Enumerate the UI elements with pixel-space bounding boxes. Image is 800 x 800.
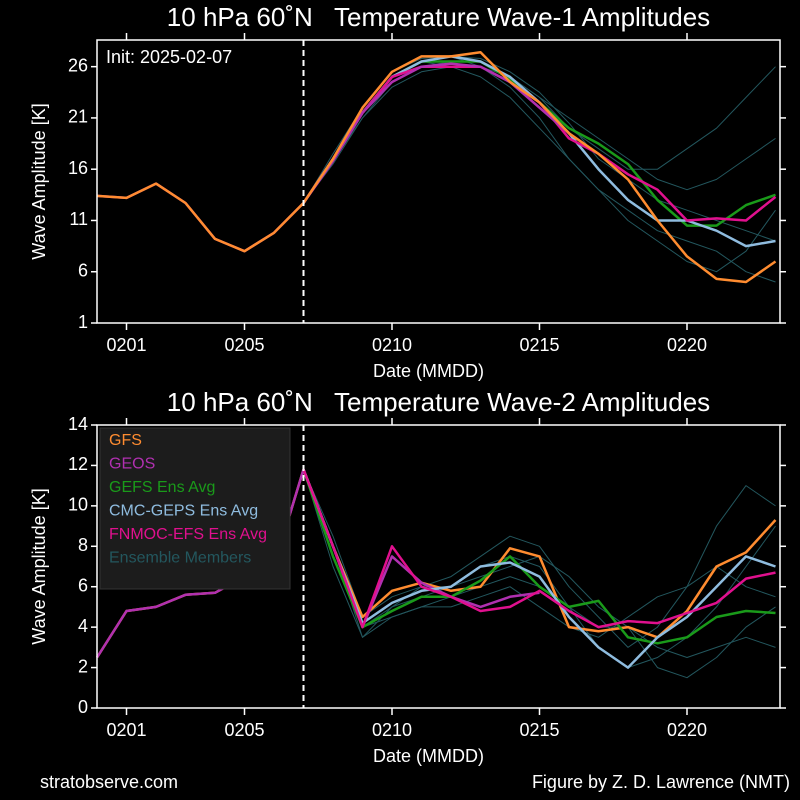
ensemble-line <box>303 469 776 638</box>
legend-entry: GEFS Ens Avg <box>109 479 215 496</box>
x-tick-label: 0210 <box>372 720 412 740</box>
y-tick-label: 26 <box>68 55 88 75</box>
y-tick-label: 12 <box>68 454 88 474</box>
y-axis-label: Wave Amplitude [K] <box>29 488 49 644</box>
y-tick-label: 0 <box>78 697 88 717</box>
x-axis-label: Date (MMDD) <box>373 361 484 381</box>
x-tick-label: 0215 <box>519 720 559 740</box>
y-tick-label: 10 <box>68 495 88 515</box>
legend-entry: CMC-GEPS Ens Avg <box>109 503 258 520</box>
init-annotation: Init: 2025-02-07 <box>106 47 232 67</box>
series-line <box>302 469 776 669</box>
x-tick-label: 0201 <box>106 720 146 740</box>
legend-entry: Ensemble Members <box>109 550 251 567</box>
plot-frame <box>96 39 781 324</box>
y-tick-label: 11 <box>69 209 88 229</box>
x-tick-label: 0215 <box>519 335 559 355</box>
x-axis-label: Date (MMDD) <box>373 746 484 766</box>
footer-right: Figure by Z. D. Lawrence (NMT) <box>532 772 790 792</box>
x-tick-label: 0220 <box>667 335 707 355</box>
y-tick-label: 2 <box>78 656 88 676</box>
y-tick-label: 16 <box>68 158 88 178</box>
y-tick-label: 6 <box>78 575 88 595</box>
y-tick-label: 8 <box>78 535 88 555</box>
series-line <box>302 469 776 645</box>
footer-left: stratobserve.com <box>40 772 178 792</box>
legend-entry: GFS <box>109 432 142 449</box>
chart-title: 10 hPa 60˚N Temperature Wave-1 Amplitude… <box>167 2 710 32</box>
legend-box <box>99 427 291 590</box>
ensemble-line <box>303 469 776 648</box>
series-line <box>302 469 776 629</box>
x-tick-label: 0205 <box>224 335 264 355</box>
y-tick-label: 14 <box>68 414 88 434</box>
legend-entry: GEOS <box>109 456 155 473</box>
legend-entry: FNMOC-EFS Ens Avg <box>109 526 267 543</box>
plot-frame <box>96 424 781 709</box>
y-tick-label: 21 <box>68 107 88 127</box>
y-axis-label: Wave Amplitude [K] <box>29 103 49 259</box>
x-tick-label: 0205 <box>224 720 264 740</box>
series-line <box>96 51 777 284</box>
chart-title: 10 hPa 60˚N Temperature Wave-2 Amplitude… <box>167 387 710 417</box>
y-tick-label: 1 <box>78 312 88 332</box>
ensemble-line <box>303 66 776 204</box>
y-tick-label: 4 <box>78 616 88 636</box>
y-tick-label: 6 <box>78 260 88 280</box>
x-tick-label: 0201 <box>106 335 146 355</box>
x-tick-label: 0220 <box>667 720 707 740</box>
x-tick-label: 0210 <box>372 335 412 355</box>
